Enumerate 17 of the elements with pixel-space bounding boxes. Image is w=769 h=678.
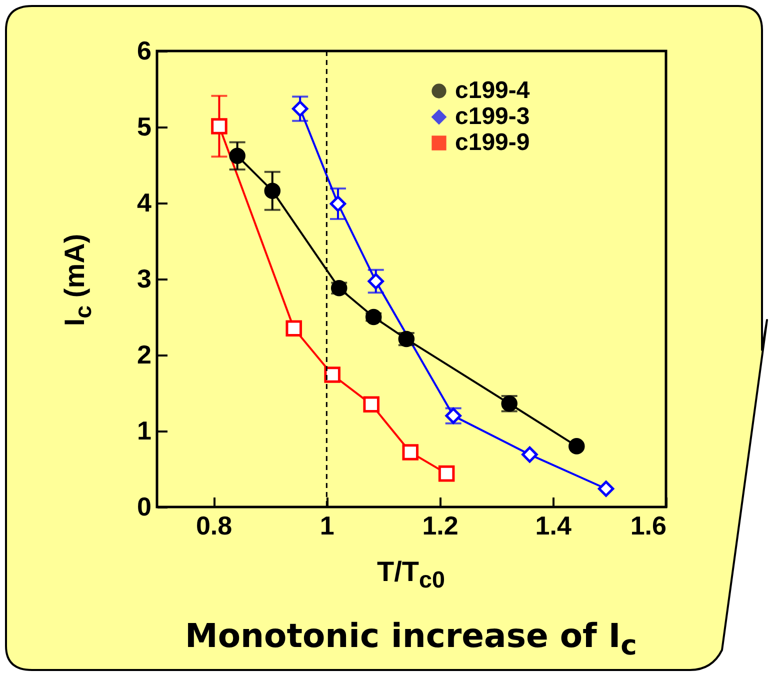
x-tick-label: 1.2 <box>422 510 458 540</box>
x-axis-title: T/T$_{c0}$ <box>376 556 446 594</box>
y-tick-label: 0 <box>137 492 152 522</box>
legend-label: c199-9 <box>455 129 530 156</box>
x-tick-label: 1.6 <box>630 510 666 540</box>
text: Monotonic increase of I$_{c}$ <box>184 616 638 662</box>
x-tick-label: 0.8 <box>196 510 232 540</box>
legend-label: c199-3 <box>455 103 530 130</box>
x-tick-label: 1.4 <box>535 510 572 540</box>
legend-label: c199-4 <box>455 77 530 104</box>
y-tick-label: 4 <box>137 188 152 218</box>
x-tick-label: 1 <box>320 510 334 540</box>
y-tick-label: 1 <box>137 416 152 446</box>
y-tick-label: 6 <box>137 36 152 66</box>
y-tick-label: 5 <box>137 112 152 142</box>
y-tick-label: 3 <box>137 264 152 294</box>
y-tick-label: 2 <box>137 340 152 370</box>
